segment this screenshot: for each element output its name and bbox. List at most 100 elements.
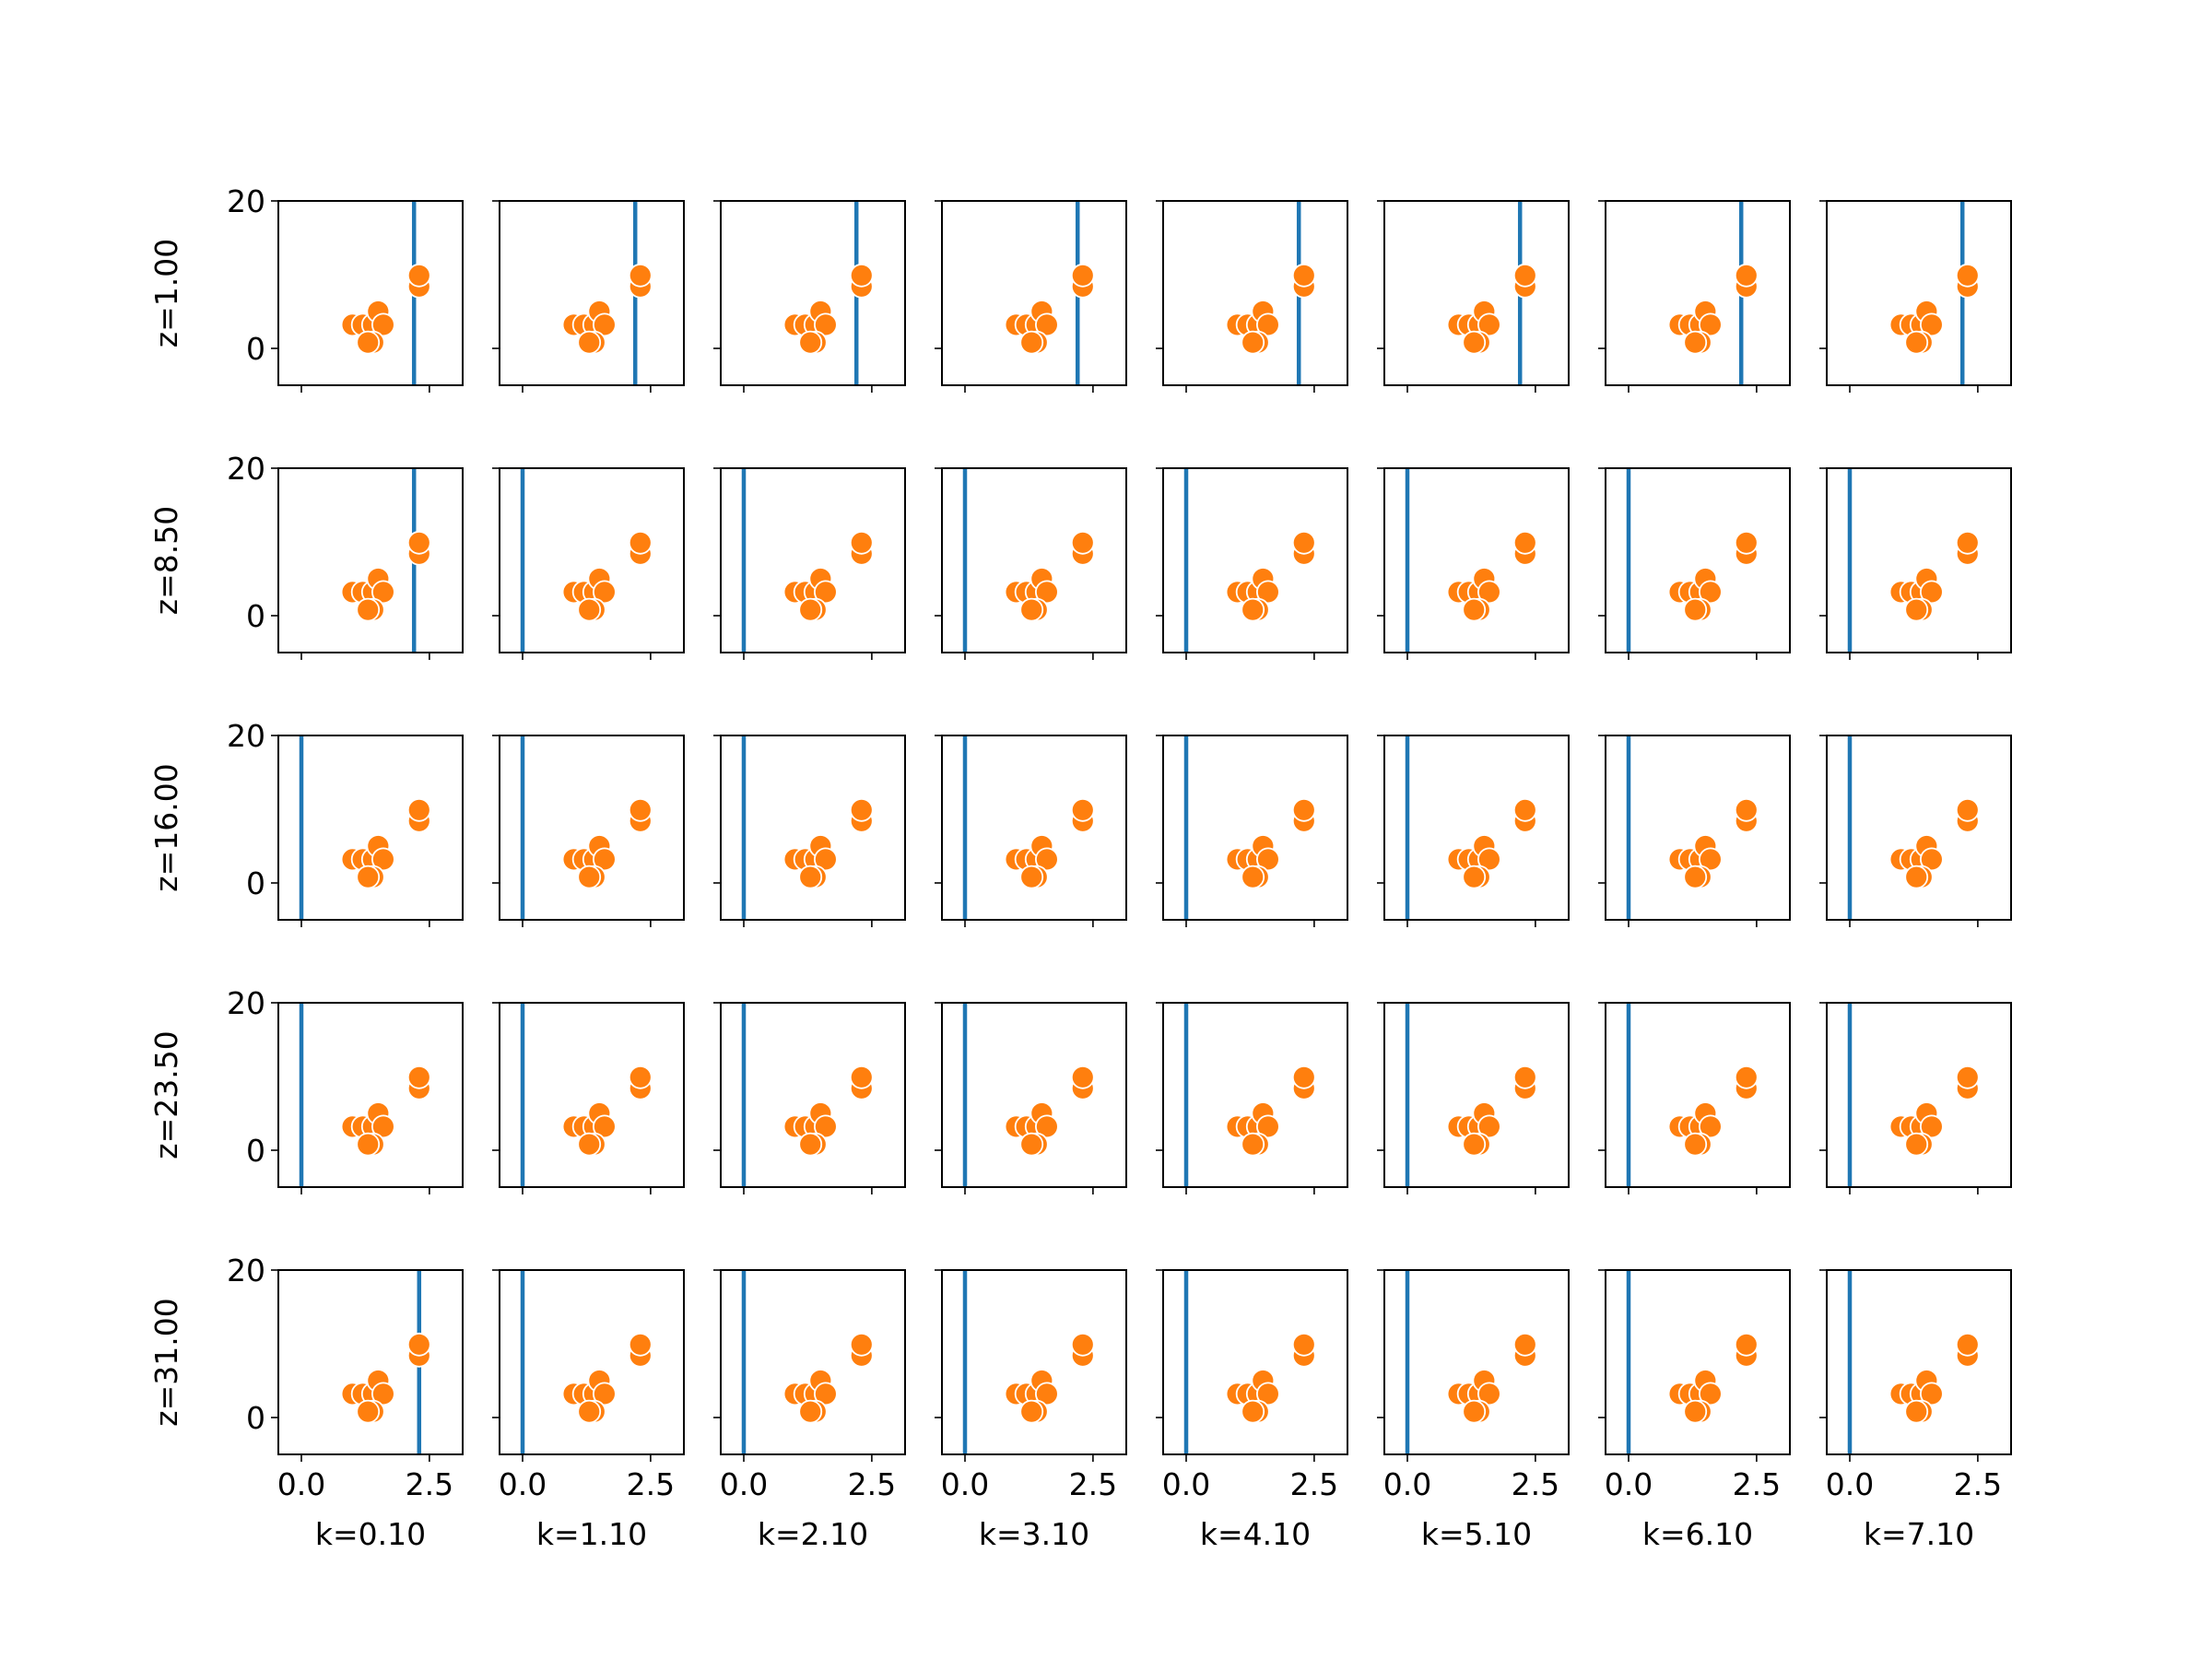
x-tick-label: 0.0 xyxy=(1162,1466,1210,1502)
y-tick-label: 20 xyxy=(227,451,265,487)
scatter-point xyxy=(798,865,823,889)
scatter-point xyxy=(1034,847,1059,872)
scatter-point xyxy=(592,1382,617,1406)
column-label: k=7.10 xyxy=(1864,1516,1974,1552)
scatter-point xyxy=(1019,597,1044,622)
scatter-point xyxy=(849,797,874,822)
x-tick-label: 2.5 xyxy=(406,1466,453,1502)
scatter-point xyxy=(1462,1132,1487,1157)
axes-frame xyxy=(720,200,906,386)
scatter-point xyxy=(1291,263,1316,288)
subplot-panel xyxy=(935,200,1127,393)
scatter-point xyxy=(356,597,381,622)
scatter-point xyxy=(1241,865,1265,889)
scatter-point xyxy=(406,797,431,822)
scatter-point xyxy=(813,1114,838,1139)
scatter-point xyxy=(1291,797,1316,822)
scatter-point xyxy=(1255,580,1280,605)
scatter-point xyxy=(1955,263,1980,288)
axes-frame xyxy=(941,200,1127,386)
subplot-panel xyxy=(492,200,685,393)
subplot-panel xyxy=(1377,1002,1570,1194)
axes-frame xyxy=(720,467,906,653)
subplot-panel xyxy=(1819,1002,2012,1194)
axes-frame xyxy=(499,735,685,921)
subplot-panel xyxy=(1377,467,1570,660)
y-tick-label: 0 xyxy=(246,1400,265,1436)
scatter-point xyxy=(1955,797,1980,822)
x-tick-label: 2.5 xyxy=(1069,1466,1117,1502)
row-label: z=23.50 xyxy=(148,1030,184,1159)
scatter-point xyxy=(1512,797,1537,822)
scatter-point xyxy=(1904,597,1929,622)
scatter-point xyxy=(1512,1065,1537,1089)
x-tick-label: 0.0 xyxy=(720,1466,768,1502)
subplot-panel xyxy=(1598,467,1791,660)
scatter-point xyxy=(1698,312,1723,337)
scatter-point xyxy=(628,263,653,288)
subplot-panel xyxy=(492,1002,685,1194)
scatter-point xyxy=(1698,847,1723,872)
axes-frame xyxy=(277,735,464,921)
scatter-point xyxy=(1241,1132,1265,1157)
y-tick-label: 0 xyxy=(246,1133,265,1169)
scatter-point xyxy=(406,1332,431,1357)
subplot-panel xyxy=(1598,200,1791,393)
axes-frame xyxy=(1383,1002,1570,1188)
scatter-point xyxy=(1291,1332,1316,1357)
x-tick-label: 2.5 xyxy=(1954,1466,2002,1502)
row-label: z=1.00 xyxy=(148,239,184,347)
scatter-point xyxy=(1477,1114,1501,1139)
axes-frame xyxy=(720,1002,906,1188)
scatter-point xyxy=(1034,1114,1059,1139)
scatter-point xyxy=(813,312,838,337)
column-label: k=0.10 xyxy=(315,1516,426,1552)
column-label: k=2.10 xyxy=(758,1516,868,1552)
scatter-point xyxy=(813,1382,838,1406)
scatter-point xyxy=(1241,597,1265,622)
subplot-panel: 0 20 z=1.00 xyxy=(148,183,464,393)
scatter-point xyxy=(1034,312,1059,337)
scatter-point xyxy=(849,1065,874,1089)
scatter-point xyxy=(813,580,838,605)
subplot-panel xyxy=(1156,1002,1348,1194)
subplot-panel: 0 20 z=23.50 xyxy=(148,985,464,1194)
scatter-point xyxy=(592,312,617,337)
axes-frame xyxy=(1826,200,2012,386)
scatter-point xyxy=(1477,580,1501,605)
axes-frame xyxy=(941,735,1127,921)
subplot-panel xyxy=(1156,467,1348,660)
x-tick-label: 2.5 xyxy=(848,1466,896,1502)
scatter-point xyxy=(577,1132,602,1157)
scatter-point xyxy=(406,530,431,555)
subplot-panel xyxy=(1156,200,1348,393)
x-tick-label: 2.5 xyxy=(1290,1466,1338,1502)
scatter-point xyxy=(1255,1114,1280,1139)
subplot-panel: 0.0 2.5 k=7.10 xyxy=(1819,1269,2012,1552)
scatter-point xyxy=(356,1399,381,1424)
scatter-point xyxy=(1734,1332,1759,1357)
axes-frame xyxy=(1605,200,1791,386)
subplot-panel xyxy=(1377,735,1570,927)
row-label: z=31.00 xyxy=(148,1298,184,1426)
scatter-point xyxy=(1019,865,1044,889)
subplot-panel xyxy=(1819,467,2012,660)
scatter-point xyxy=(1255,1382,1280,1406)
subplot-panel xyxy=(713,1002,906,1194)
scatter-point xyxy=(628,1332,653,1357)
scatter-point xyxy=(592,1114,617,1139)
scatter-point xyxy=(356,330,381,355)
scatter-point xyxy=(1919,847,1944,872)
row-label: z=16.00 xyxy=(148,763,184,891)
scatter-point xyxy=(1955,1332,1980,1357)
x-tick-label: 0.0 xyxy=(1826,1466,1874,1502)
column-label: k=4.10 xyxy=(1200,1516,1311,1552)
scatter-point xyxy=(1683,1132,1708,1157)
scatter-point xyxy=(371,1382,395,1406)
x-tick-label: 0.0 xyxy=(277,1466,325,1502)
y-tick-label: 20 xyxy=(227,183,265,219)
scatter-point xyxy=(849,263,874,288)
axes-frame xyxy=(277,467,464,653)
axes-frame xyxy=(499,1269,685,1455)
